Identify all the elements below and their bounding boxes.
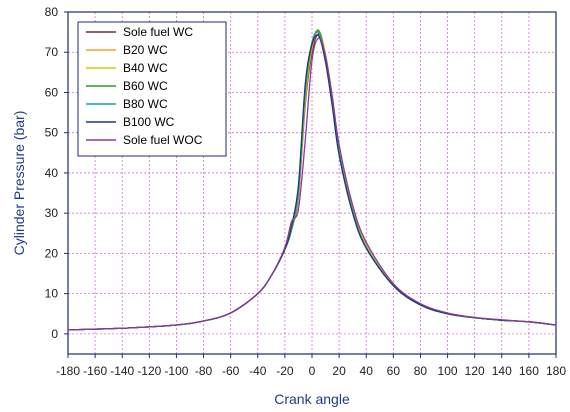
- x-tick-label: 80: [414, 364, 428, 378]
- x-tick-label: -40: [249, 364, 267, 378]
- legend-box: [77, 21, 227, 157]
- x-tick-label: -140: [110, 364, 134, 378]
- y-tick-label: 10: [45, 287, 59, 301]
- x-tick-label: -20: [276, 364, 294, 378]
- y-tick-labels: 0 10 20 30 40 50 60 70 80: [45, 5, 68, 341]
- x-axis-label: Crank angle: [274, 391, 350, 407]
- y-tick-label: 40: [45, 166, 59, 180]
- x-tick-label: 180: [546, 364, 566, 378]
- y-tick-label: 70: [45, 45, 59, 59]
- x-tick-label: 160: [519, 364, 539, 378]
- legend-entry: Sole fuel WOC: [123, 133, 203, 147]
- y-tick-label: 50: [45, 126, 59, 140]
- y-tick-label: 60: [45, 85, 59, 99]
- y-tick-label: 0: [51, 327, 58, 341]
- x-tick-label: 0: [309, 364, 316, 378]
- y-axis-label: Cylinder Pressure (bar): [11, 111, 27, 256]
- x-tick-label: 100: [438, 364, 458, 378]
- x-tick-label: 40: [360, 364, 374, 378]
- series-line-7: [67, 37, 557, 331]
- x-tick-label: -100: [164, 364, 188, 378]
- x-tick-labels: -180 -160 -140 -120 -100 -80 -60 -40 -20 0 20 40 60 8…: [56, 354, 566, 378]
- y-tick-label: 30: [45, 206, 59, 220]
- x-tick-label: -60: [222, 364, 240, 378]
- y-tick-label: 80: [45, 5, 59, 19]
- x-tick-label: -120: [137, 364, 161, 378]
- x-tick-label: 60: [387, 364, 401, 378]
- x-tick-label: 140: [492, 364, 512, 378]
- legend-entry: Sole fuel WC: [123, 25, 193, 39]
- x-tick-label: -180: [56, 364, 80, 378]
- x-tick-label: 120: [465, 364, 485, 378]
- legend-entry: B60 WC: [123, 79, 168, 93]
- legend-entry: B20 WC: [123, 43, 168, 57]
- y-tick-label: 20: [45, 246, 59, 260]
- legend-entry: B100 WC: [123, 115, 175, 129]
- x-tick-label: -80: [195, 364, 213, 378]
- x-tick-label: -160: [83, 364, 107, 378]
- legend-entry: B80 WC: [123, 97, 168, 111]
- legend-entry: B40 WC: [123, 61, 168, 75]
- series-layer: [67, 29, 557, 331]
- legend: Sole fuel WC B20 WC B40 WC B60 WC B80 WC B100…: [77, 21, 227, 157]
- x-tick-label: 20: [332, 364, 346, 378]
